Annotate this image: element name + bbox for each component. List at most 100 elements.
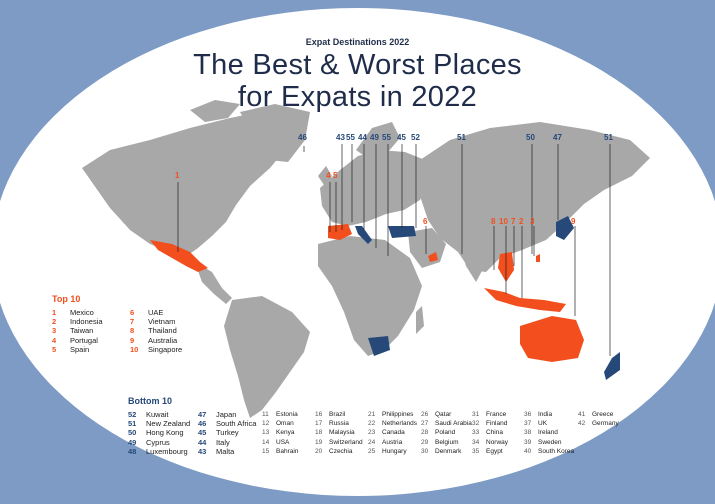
- mexico-shape: [150, 240, 208, 272]
- list-item: 1 Mexico: [52, 308, 94, 317]
- list-item: 48 Luxembourg: [128, 446, 188, 456]
- list-item: 45 Turkey: [198, 428, 239, 438]
- indonesia-shape: [484, 288, 566, 312]
- page-title-line-2: for Expats in 2022: [237, 81, 478, 113]
- map-label: 52: [411, 133, 420, 142]
- list-item: 14 USA: [262, 438, 290, 446]
- map-label: 46: [298, 133, 307, 142]
- map-label: 3: [530, 217, 535, 226]
- list-item: 2 Indonesia: [52, 317, 103, 327]
- map-label: 6: [423, 217, 428, 226]
- list-item: 10 Singapore: [130, 344, 183, 354]
- list-item: 47 Japan: [198, 410, 237, 419]
- italy-shape: [355, 226, 372, 244]
- bottom-10-heading: Bottom 10: [128, 396, 173, 406]
- list-item: 49 Cyprus: [128, 437, 170, 447]
- map-label: 51: [457, 133, 466, 142]
- mid-rank-col-7: 41 Greece 42 Germany: [578, 410, 619, 428]
- list-item: 4 Portugal: [52, 335, 98, 345]
- taiwan-shape: [536, 254, 540, 262]
- map-label: 47: [553, 133, 562, 142]
- spain-portugal-shape: [328, 224, 352, 240]
- map-label: 51: [604, 133, 613, 142]
- europe-land: [320, 150, 430, 226]
- list-item: 46 South Africa: [198, 419, 257, 429]
- list-item: 22 Netherlands: [368, 420, 418, 428]
- map-label: 4: [326, 171, 331, 180]
- asia-land: [420, 122, 650, 272]
- map-label: 2: [519, 217, 524, 226]
- canada-islands-land: [190, 100, 240, 122]
- map-label: 8: [491, 217, 496, 226]
- list-item: 43 Malta: [198, 446, 235, 456]
- list-item: 26 Qatar: [421, 411, 452, 418]
- highlighted-countries: [150, 216, 620, 380]
- list-item: 7 Vietnam: [130, 317, 176, 327]
- list-item: 17 Russia: [315, 420, 349, 428]
- list-item: 42 Germany: [578, 420, 619, 428]
- leader-lines: [177, 144, 611, 356]
- map-label: 45: [397, 133, 406, 142]
- list-item: 21 Philippines: [368, 411, 414, 418]
- list-item: 34 Norway: [472, 438, 509, 446]
- bottom-10-list-col2: 47 Japan 46 South Africa 45 Turkey 44 Italy …: [198, 410, 256, 456]
- map-label: 50: [526, 133, 535, 142]
- map-label: 55: [382, 133, 391, 142]
- map-label: 55: [346, 133, 355, 142]
- list-item: 38 Ireland: [524, 429, 558, 437]
- map-label: 44: [358, 133, 367, 142]
- map-label: 1: [175, 171, 180, 180]
- list-item: 32 Finland: [472, 420, 508, 428]
- list-item: 18 Malaysia: [315, 429, 355, 437]
- turkey-shape: [388, 226, 416, 238]
- uae-shape: [428, 252, 438, 262]
- map-label: 49: [370, 133, 379, 142]
- list-item: 33 China: [472, 429, 503, 437]
- list-item: 3 Taiwan: [52, 326, 94, 336]
- list-item: 11 Estonia: [262, 411, 298, 418]
- land-masses: [82, 100, 650, 418]
- top-10-list-col2: 6 UAE 7 Vietnam 8 Thailand 9 Australia 10 Sin…: [130, 308, 182, 354]
- mid-rank-col-4: 26 Qatar 27 Saudi Arabia 28 Poland 29 Belgiu…: [421, 410, 472, 456]
- mid-rank-col-1: 11 Estonia 12 Oman 13 Kenya 14 USA 15 Bahrain: [262, 410, 298, 456]
- list-item: 19 Switzerland: [315, 438, 363, 446]
- mid-rank-col-5: 31 France 32 Finland 33 China 34 Norway 35 Eg…: [472, 410, 508, 456]
- list-item: 52 Kuwait: [128, 410, 169, 419]
- map-label: 5: [333, 171, 338, 180]
- bottom-10-list-col1: 52 Kuwait 51 New Zealand 50 Hong Kong 49 Cyp…: [128, 410, 190, 456]
- map-label: 10: [499, 217, 508, 226]
- madagascar-land: [416, 306, 424, 334]
- greenland-land: [240, 104, 310, 162]
- list-item: 16 Brazil: [315, 411, 346, 418]
- list-item: 12 Oman: [262, 420, 294, 428]
- map-label: 43: [336, 133, 345, 142]
- list-item: 37 UK: [524, 420, 548, 428]
- map-label: 7: [511, 217, 516, 226]
- list-item: 25 Hungary: [368, 447, 407, 455]
- list-item: 50 Hong Kong: [128, 428, 184, 438]
- japan-shape: [556, 216, 574, 240]
- uk-land: [318, 166, 332, 188]
- list-item: 24 Austria: [368, 438, 403, 446]
- mid-rank-col-2: 16 Brazil 17 Russia 18 Malaysia 19 Switzerla…: [315, 410, 363, 456]
- list-item: 41 Greece: [578, 411, 614, 418]
- scandinavia-land: [356, 122, 400, 160]
- list-item: 39 Sweden: [524, 438, 562, 446]
- page-title-line-1: The Best & Worst Places: [193, 49, 522, 81]
- australia-shape: [520, 316, 584, 362]
- list-item: 51 New Zealand: [128, 419, 191, 429]
- top-10-list-col1: 1 Mexico 2 Indonesia 3 Taiwan 4 Portugal 5 Sp…: [52, 308, 103, 354]
- list-item: 31 France: [472, 411, 507, 418]
- list-item: 23 Canada: [368, 429, 405, 437]
- list-item: 36 India: [524, 411, 553, 418]
- list-item: 5 Spain: [52, 344, 90, 354]
- south-africa-shape: [368, 336, 390, 356]
- list-item: 35 Egypt: [472, 447, 503, 455]
- list-item: 13 Kenya: [262, 429, 295, 437]
- list-item: 44 Italy: [198, 437, 230, 447]
- list-item: 40 South Korea: [524, 447, 575, 455]
- list-item: 9 Australia: [130, 335, 178, 345]
- list-item: 28 Poland: [421, 429, 456, 437]
